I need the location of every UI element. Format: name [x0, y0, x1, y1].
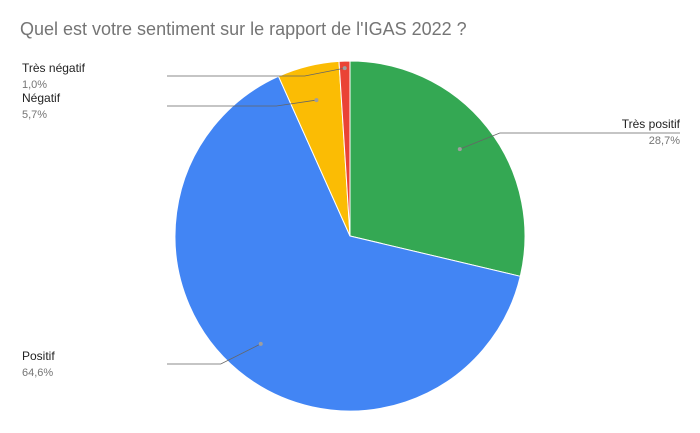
slice-value-tres-negatif: 1,0%: [22, 79, 47, 91]
leader-dot-negatif: [314, 98, 319, 103]
slice-label-negatif: Négatif: [22, 91, 61, 105]
leader-line-tres-positif: [459, 132, 680, 150]
leader-line-positif: [167, 343, 261, 365]
leader-dot-tres-negatif: [342, 66, 347, 71]
leader-line-negatif: [167, 99, 317, 107]
leader-line-tres-negatif: [167, 67, 345, 77]
slice-label-tres-negatif: Très négatif: [22, 61, 86, 75]
pie-slice-tres-positif: [349, 60, 526, 277]
pie-slice-positif: [174, 75, 521, 412]
slice-label-positif: Positif: [22, 349, 55, 363]
chart-title: Quel est votre sentiment sur le rapport …: [20, 19, 467, 39]
slice-label-tres-positif: Très positif: [622, 117, 681, 131]
pie-slice-tres-negatif: [338, 60, 351, 237]
leader-dot-tres-positif: [457, 147, 462, 152]
slice-value-negatif: 5,7%: [22, 109, 47, 121]
slice-value-tres-positif: 28,7%: [649, 135, 680, 147]
leader-dot-positif: [258, 341, 263, 346]
slice-value-positif: 64,6%: [22, 367, 53, 379]
